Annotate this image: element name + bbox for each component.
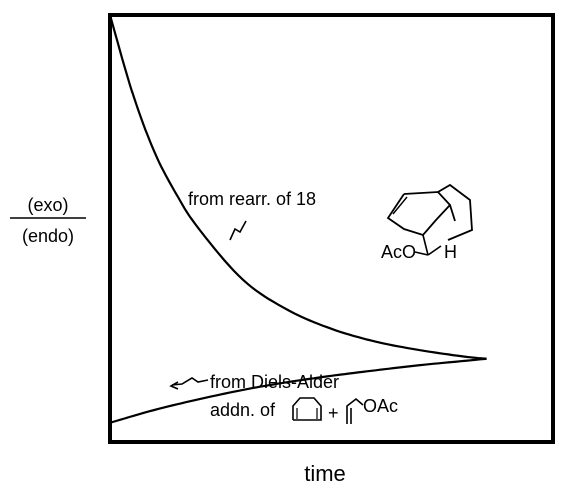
structure-label-acetoxy: AcO [381, 242, 416, 262]
reagent-label-acetate: OAc [363, 396, 398, 416]
bicyclic-acetate-structure-icon [386, 183, 473, 256]
squiggle-pointer-diels-alder [171, 377, 209, 386]
squiggle-pointer-rearrangement [229, 220, 247, 241]
series-label-diels-alder: from Diels-Alder [210, 372, 339, 392]
cyclohexadiene-ring-icon [292, 397, 322, 421]
structure-label-hydrogen: H [444, 242, 457, 262]
series-label-rearrangement: from rearr. of 18 [188, 189, 316, 209]
vinyl-acetate-structure-icon [346, 397, 364, 424]
y-axis-label-denominator: (endo) [22, 226, 74, 246]
arrowhead-diels-alder [169, 381, 179, 390]
reaction-plus-sign: + [328, 403, 339, 423]
x-axis-label: time [304, 461, 346, 486]
series-line-diels-alder [109, 357, 487, 424]
y-axis-label-numerator: (exo) [27, 195, 68, 215]
series-label-diels-alder-addn: addn. of [210, 400, 276, 420]
series-line-rearrangement [108, 14, 487, 360]
plot-frame [108, 13, 555, 444]
